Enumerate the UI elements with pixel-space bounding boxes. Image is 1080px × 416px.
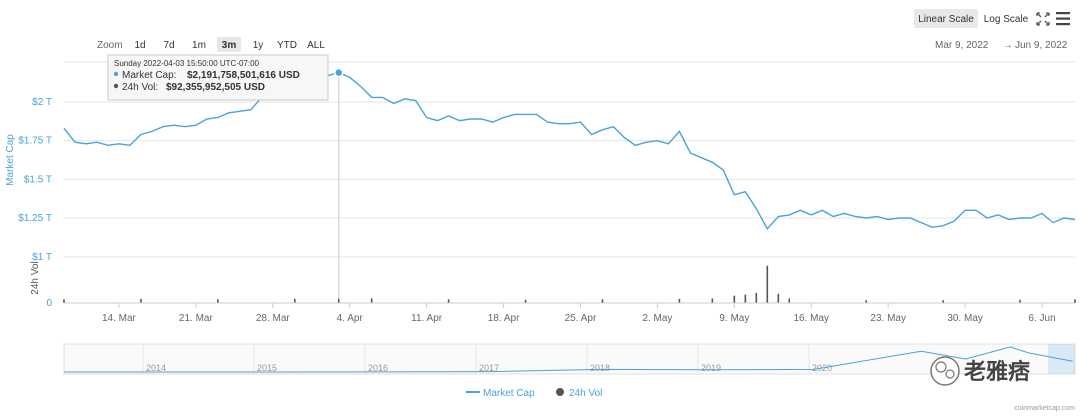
volume-bar	[601, 299, 604, 303]
menu-icon[interactable]	[1056, 12, 1070, 26]
x-tick-label: 30. May	[947, 313, 983, 324]
hover-point	[333, 67, 344, 78]
zoom-button-1m[interactable]: 1m	[192, 40, 206, 51]
navigator-year-label: 2017	[479, 363, 499, 373]
y2-tick-label: 0	[46, 298, 52, 309]
navigator[interactable]: 2014 2015 2016 2017 2018 2019 2020	[63, 343, 1076, 375]
x-tick-label: 18. Apr	[488, 313, 520, 324]
zoom-label: Zoom	[97, 40, 123, 51]
tooltip: Sunday 2022-04-03 15:50:00 UTC-07:00 Mar…	[107, 54, 329, 101]
volume-bar	[524, 299, 527, 303]
range-to[interactable]: Jun 9, 2022	[1015, 40, 1068, 51]
navigator-year-label: 2018	[590, 363, 610, 373]
x-tick-label: 28. Mar	[256, 313, 291, 324]
x-tick-label: 9. May	[719, 313, 749, 324]
volume-bar	[370, 298, 373, 303]
volume-bar	[942, 300, 944, 303]
volume-bar	[711, 298, 714, 303]
volume-bar	[755, 292, 758, 303]
zoom-button-7d[interactable]: 7d	[163, 40, 174, 51]
range-from[interactable]: Mar 9, 2022	[935, 40, 989, 51]
x-tick-label: 21. Mar	[179, 313, 214, 324]
legend: Market Cap 24h Vol	[466, 388, 602, 399]
y2-axis-label: 24h Vol	[30, 261, 41, 294]
log-scale-button[interactable]: Log Scale	[984, 14, 1029, 25]
volume-bar	[777, 293, 780, 303]
y-axis-ticks: $1.25 T $1.5 T $1.75 T $2 T 0 $1 T	[18, 97, 52, 309]
volume-bar	[788, 298, 791, 303]
navigator-year-label: 2014	[146, 363, 166, 373]
tooltip-date: Sunday 2022-04-03 15:50:00 UTC-07:00	[114, 59, 260, 68]
tooltip-mc-label: Market Cap:	[122, 70, 176, 81]
volume-bars	[63, 265, 1076, 303]
x-tick-label: 23. May	[870, 313, 906, 324]
y-tick-label: $1.5 T	[24, 174, 52, 185]
zoom-button-1y[interactable]: 1y	[253, 40, 264, 51]
zoom-button-1d[interactable]: 1d	[134, 40, 145, 51]
y-tick-label: $2 T	[32, 97, 52, 108]
volume-bar	[865, 300, 868, 303]
tooltip-vol-label: 24h Vol:	[122, 82, 158, 93]
watermark-logo: 老雅痞	[930, 356, 1030, 386]
y2-tick-label: $1 T	[32, 252, 52, 263]
y-axis-label: Market Cap	[5, 134, 16, 186]
volume-bar	[678, 298, 681, 303]
navigator-year-label: 2019	[701, 363, 721, 373]
volume-bar	[293, 298, 296, 303]
legend-market-cap[interactable]: Market Cap	[483, 388, 535, 399]
x-tick-label: 2. May	[642, 313, 672, 324]
x-tick-label: 16. May	[793, 313, 829, 324]
zoom-buttons: 1d 7d 1m 3m 1y YTD ALL	[134, 37, 325, 52]
x-axis-ticks: 14. Mar 21. Mar 28. Mar 4. Apr 11. Apr 18. Ap…	[102, 303, 1056, 324]
volume-bar	[140, 298, 142, 303]
linear-scale-button[interactable]: Linear Scale	[918, 14, 974, 25]
x-tick-label: 14. Mar	[102, 313, 137, 324]
x-tick-label: 25. Apr	[565, 313, 597, 324]
zoom-button-all[interactable]: ALL	[307, 40, 325, 51]
x-tick-label: 6. Jun	[1028, 313, 1055, 324]
legend-vol[interactable]: 24h Vol	[569, 388, 602, 399]
volume-bar	[766, 265, 769, 303]
market-cap-line	[63, 71, 1076, 231]
credit-text: coinmarketcap.com	[1014, 405, 1075, 412]
volume-bar	[744, 294, 747, 303]
zoom-button-3m[interactable]: 3m	[222, 40, 237, 51]
zoom-button-ytd[interactable]: YTD	[277, 40, 297, 51]
linear-scale-bg	[914, 9, 978, 28]
watermark-text: 老雅痞	[963, 359, 1030, 385]
navigator-year-label: 2015	[257, 363, 277, 373]
volume-bar	[447, 299, 450, 303]
x-tick-label: 4. Apr	[337, 313, 364, 324]
y-tick-label: $1.75 T	[18, 136, 52, 147]
x-tick-label: 11. Apr	[411, 313, 443, 324]
volume-bar	[1019, 299, 1021, 303]
tooltip-mc-value: $2,191,758,501,616 USD	[187, 70, 300, 81]
tooltip-vol-marker	[113, 83, 119, 89]
navigator-year-label: 2016	[368, 363, 388, 373]
fullscreen-icon[interactable]	[1036, 12, 1050, 26]
tooltip-mc-marker	[113, 71, 119, 77]
navigator-window[interactable]	[1048, 344, 1075, 374]
volume-bar	[63, 299, 65, 303]
y-tick-label: $1.25 T	[18, 213, 52, 224]
zoom-active-bg	[217, 37, 241, 52]
volume-bar	[217, 299, 219, 303]
volume-bar	[337, 298, 340, 303]
legend-vol-swatch	[556, 388, 564, 396]
tooltip-vol-value: $92,355,952,505 USD	[166, 82, 265, 93]
volume-bar	[1074, 299, 1076, 303]
range-arrow: →	[1003, 40, 1013, 51]
volume-bar	[733, 295, 736, 303]
